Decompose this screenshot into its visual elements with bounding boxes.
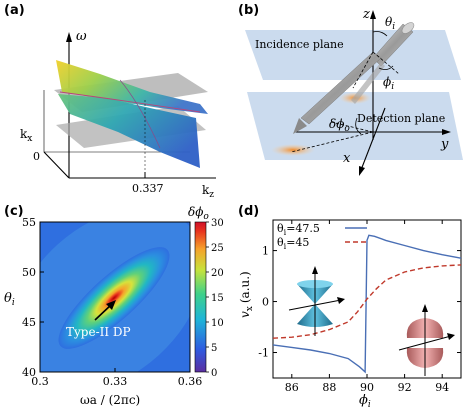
d-ytick-label: 1 [262, 245, 269, 258]
velocity-line-chart: 86 88 90 92 94 -1 0 1 θi=47.5 θi=45 [238, 219, 462, 410]
detection-plane [247, 92, 463, 160]
y-label: y [440, 137, 449, 152]
d-ytick-label: -1 [258, 347, 269, 360]
cb-tick-label: 20 [211, 268, 224, 279]
omega-label: ω [76, 29, 87, 44]
panel-a: (a) [0, 0, 235, 200]
c-xtick-label: 0.36 [178, 375, 203, 388]
cb-tick-label: 5 [211, 343, 217, 354]
cb-tick-label: 15 [211, 293, 224, 304]
panel-c-label: (c) [4, 204, 24, 219]
vx-ylabel: vx(a.u.) [238, 271, 255, 318]
c-ytick-label: 50 [22, 266, 36, 279]
type-i-cone-inset [398, 304, 455, 376]
panel-d-label: (d) [238, 204, 260, 219]
type-ii-cone-inset [288, 266, 345, 336]
c-ytick-label: 45 [22, 316, 36, 329]
phi-i-label: ϕi [383, 75, 394, 92]
upper-band-surface [56, 60, 208, 114]
incidence-plane [245, 30, 461, 80]
panel-c: (c) [0, 200, 235, 411]
incidence-plane-label: Incidence plane [255, 38, 344, 51]
c-xtick-label: 0.33 [103, 375, 128, 388]
series-line-2 [272, 264, 462, 339]
colorbar-title: δϕo [188, 205, 209, 222]
c-xtick-label: 0.3 [31, 375, 49, 388]
tick-0337: 0.337 [132, 182, 164, 195]
kx-label: kx [20, 127, 32, 144]
heatmap-peak-region [58, 247, 170, 349]
type-ii-dp-label: Type-II DP [66, 325, 131, 339]
cb-tick-label: 30 [211, 218, 224, 229]
panel-a-label: (a) [4, 3, 25, 18]
secondary-beam [351, 62, 385, 104]
kx-axis [43, 151, 70, 179]
d-xtick-label: 88 [322, 381, 336, 394]
c-ytick-label: 40 [22, 366, 36, 379]
panel-d: (d) 86 88 90 92 94 -1 0 1 θi=47.5 θi=45 [235, 200, 469, 411]
dphi-o-label: δϕo [329, 117, 350, 134]
theta-i-ylabel: θi [4, 291, 15, 308]
legend-entry-2-label: θi=45 [277, 236, 309, 251]
detection-plane-label: Detection plane [357, 112, 445, 125]
theta-i-label: θi [385, 15, 395, 32]
d-xtick-label: 92 [398, 381, 412, 394]
kz-label: kz [202, 183, 214, 200]
lower-band-surface [58, 94, 200, 168]
colorbar [194, 221, 207, 373]
phi-i-xlabel: ϕi [359, 393, 371, 410]
d-xtick-label: 86 [285, 381, 299, 394]
cb-tick-label: 0 [211, 368, 217, 379]
cb-tick-label: 25 [211, 243, 224, 254]
x-label: x [343, 151, 351, 166]
geometry-diagram: Incidence plane Detection plane z y x θi [245, 7, 463, 176]
x-axis [360, 107, 386, 171]
omega-xlabel: ωa / (2πc) [80, 393, 140, 407]
d-xtick-label: 90 [360, 381, 374, 394]
c-ytick-label: 55 [22, 216, 36, 229]
cb-tick-label: 10 [211, 318, 224, 329]
panel-b-label: (b) [238, 3, 260, 18]
band-surface-plot: ω kx kz 0 0.337 [20, 29, 216, 200]
tick-zero: 0 [33, 150, 40, 163]
legend: θi=47.5 θi=45 [277, 222, 367, 251]
d-ytick-label: 0 [262, 296, 269, 309]
z-label: z [362, 7, 370, 22]
panel-b: (b) Incidence plane Detection plane z [235, 0, 469, 200]
d-xtick-label: 94 [435, 381, 449, 394]
legend-entry-1-label: θi=47.5 [277, 222, 320, 237]
series-line-1 [272, 234, 462, 374]
